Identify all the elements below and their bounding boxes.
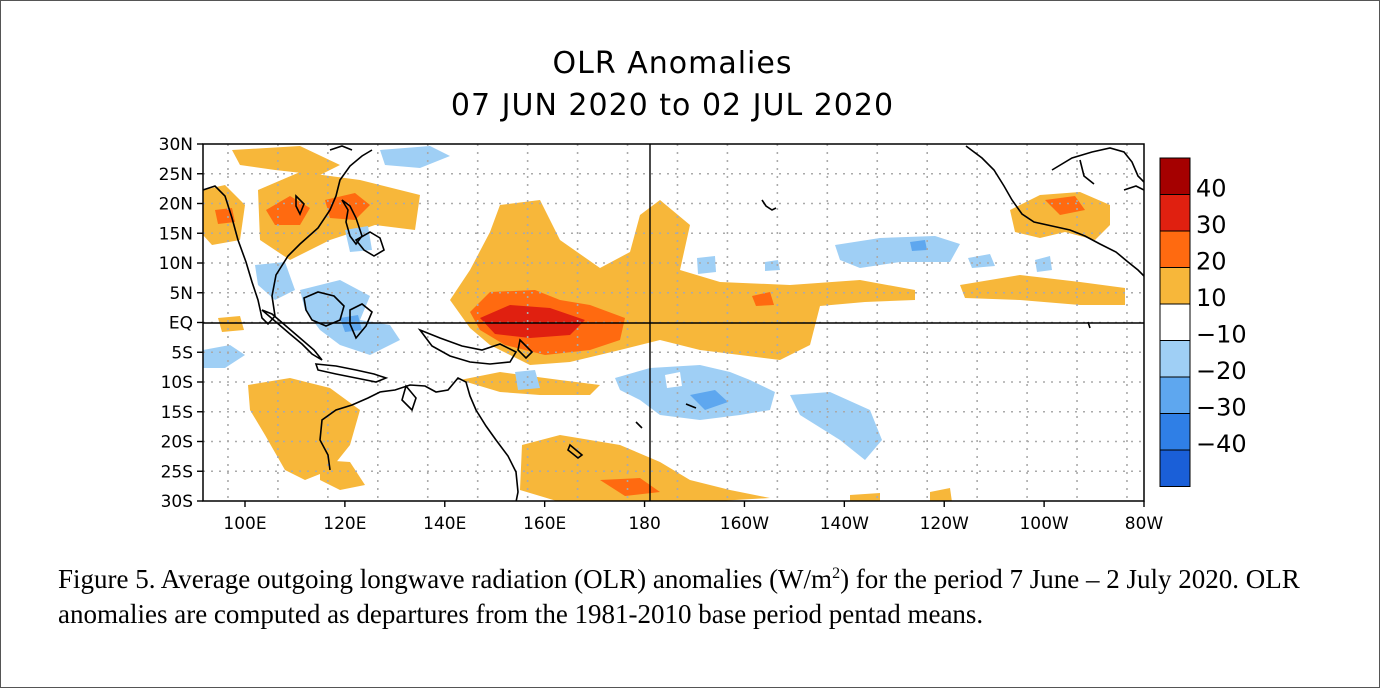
anomaly-region [248, 378, 360, 480]
anomaly-region [380, 146, 450, 168]
lon-tick-label: 140W [820, 514, 869, 534]
anomaly-region [910, 240, 927, 251]
caption-text: Figure 5. Average outgoing longwave radi… [58, 564, 833, 594]
lat-tick-label: 10N [159, 254, 193, 274]
latitude-axis: 30N 25N 20N 15N 10N 5N EQ 5S 10S 15S 20S 25S 30S [159, 135, 203, 512]
coastline [349, 303, 373, 340]
lat-tick-label: 25S [161, 462, 193, 482]
anomaly-region [1035, 256, 1052, 272]
lat-tick-label: 5S [171, 343, 193, 363]
lat-tick-label: 30N [159, 135, 193, 155]
anomaly-region [765, 260, 780, 271]
colorbar-swatch [1159, 157, 1191, 195]
coastline [261, 309, 323, 361]
lat-tick-label: 15N [159, 224, 193, 244]
lon-tick-label: 160W [720, 514, 769, 534]
colorbar-label: 30 [1196, 211, 1227, 239]
coastline [1123, 185, 1144, 191]
lon-tick-label: 160E [523, 514, 566, 534]
coastline [354, 231, 385, 257]
anomaly-region [960, 275, 1125, 305]
anomaly-region [203, 345, 245, 368]
anomaly-region [697, 256, 716, 274]
colorbar-swatch [1159, 194, 1191, 232]
colorbar-label: −40 [1196, 430, 1247, 458]
anomaly-region [968, 254, 995, 268]
coastline [517, 338, 534, 360]
anomaly-region [1045, 196, 1085, 215]
coastline [329, 145, 353, 151]
coastline [965, 145, 1144, 277]
coastline [203, 149, 373, 326]
colorbar-swatch [1159, 267, 1191, 305]
coastline [295, 194, 305, 216]
anomaly-region [835, 236, 960, 268]
anomaly-region [515, 370, 540, 390]
anomaly-region [690, 390, 728, 410]
lat-tick-label: 15S [161, 403, 193, 423]
colorbar-label: 40 [1196, 175, 1227, 203]
colorbar-label: 10 [1196, 284, 1227, 312]
lon-tick-label: 100E [223, 514, 266, 534]
anomaly-region [480, 305, 585, 338]
colorbar-label: −30 [1196, 394, 1247, 422]
colorbar-swatch [1159, 449, 1191, 487]
anomaly-region [850, 493, 880, 501]
coastline [341, 199, 363, 246]
anomaly-region [320, 460, 365, 490]
coastline [761, 199, 777, 211]
chart-title: OLR Anomalies [552, 46, 793, 81]
longitude-axis: 100E 120E 140E 160E 180 160W 140W 120W 100W 80W [223, 501, 1163, 534]
caption-superscript: 2 [832, 565, 841, 582]
coastline [401, 384, 417, 412]
colorbar-label: −10 [1196, 321, 1247, 349]
colorbar-label: 20 [1196, 248, 1227, 276]
lat-tick-label: 10S [161, 373, 193, 393]
colorbar-swatch [1159, 340, 1191, 378]
coastline [319, 377, 519, 501]
colorbar-label: −20 [1196, 357, 1247, 385]
lat-tick-label: 25N [159, 165, 193, 185]
lon-tick-label: 100W [1019, 514, 1068, 534]
anomaly-region [520, 435, 770, 501]
anomaly-region [600, 478, 660, 496]
coastline [303, 291, 345, 327]
anomaly-region [752, 292, 774, 306]
coastline [417, 328, 518, 365]
coastlines [203, 145, 1144, 501]
lat-tick-label: 20S [161, 433, 193, 453]
coastline [1079, 159, 1095, 185]
lon-tick-label: 120E [323, 514, 366, 534]
anomaly-region [218, 316, 244, 332]
olr-anomaly-map: 30N 25N 20N 15N 10N 5N EQ 5S 10S 15S 20S 25S 30S 100… [159, 135, 1247, 534]
lon-tick-label: 80W [1125, 514, 1164, 534]
colorbar-swatch [1159, 413, 1191, 451]
colorbar-swatch [1159, 303, 1191, 341]
anomaly-shading [203, 146, 1125, 501]
coastline [685, 403, 697, 409]
colorbar: 40 30 20 10 −10 −20 −30 −40 [1159, 157, 1247, 487]
colorbar-swatch [1159, 230, 1191, 268]
caption-text-continued: ) for the period 7 June – 2 July 2020. O… [58, 564, 1300, 629]
lon-tick-label: 180 [628, 514, 660, 534]
lat-tick-label: 5N [169, 284, 193, 304]
lat-tick-label: EQ [169, 314, 193, 334]
anomaly-region [325, 193, 370, 220]
coastline [314, 363, 389, 383]
chart-subtitle: 07 JUN 2020 to 02 JUL 2020 [450, 88, 895, 123]
lat-tick-label: 30S [161, 492, 193, 512]
lon-tick-label: 120W [920, 514, 969, 534]
coastline [567, 443, 584, 460]
anomaly-region [930, 488, 952, 501]
anomaly-region [790, 392, 882, 460]
coastline [1051, 147, 1144, 183]
coastline [635, 421, 643, 429]
anomaly-region [232, 146, 340, 175]
colorbar-swatch [1159, 376, 1191, 414]
lat-tick-label: 20N [159, 195, 193, 215]
figure-caption: Figure 5. Average outgoing longwave radi… [58, 562, 1348, 632]
anomaly-region [615, 365, 775, 420]
lon-tick-label: 140E [423, 514, 466, 534]
